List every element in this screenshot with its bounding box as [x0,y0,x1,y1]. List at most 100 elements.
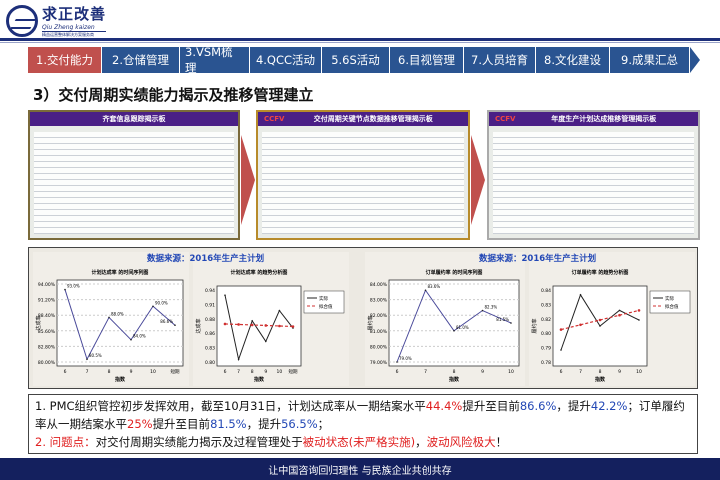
note-1: 1. PMC组织管控初步发挥效用，截至10月31日，计划达成率从一期结案水平44… [35,399,685,431]
chart-title: 订单履约率 的趋势分析图 [572,269,629,276]
x-tick-label: 8 [108,369,111,375]
plot-area [388,279,520,367]
x-tick-label: 7 [579,369,582,375]
y-tick-label: 0.80 [205,360,215,366]
x-tick-label: 9 [130,369,133,375]
data-point [618,309,621,312]
series-line [224,323,294,328]
data-label: 86.6% [160,319,173,324]
plot-area [216,285,302,367]
data-point [224,294,226,296]
data-point [396,361,398,363]
x-tick-label: 6 [224,369,227,375]
legend [649,290,691,314]
footer-slogan: 让中国咨询回归理性 与民族企业共创共存 [0,458,720,480]
y-tick-label: 79.00% [370,360,388,366]
y-tick-label: 0.80 [541,331,551,337]
y-tick-label: 94.00% [38,282,56,288]
x-axis-label: 指数 [115,376,126,383]
arrow-right-icon [471,135,485,225]
y-tick-label: 0.82 [541,317,551,323]
data-label: 83.6% [428,284,441,289]
data-label: 93.0% [67,284,80,289]
legend [303,290,345,314]
legend-label: 拟合值 [665,303,679,310]
x-tick-label: 8 [251,369,254,375]
tab-9[interactable]: 9.成果汇总 [610,47,690,73]
data-point [291,325,295,328]
tab-6[interactable]: 6.目视管理 [390,47,464,73]
y-tick-label: 0.83 [205,346,215,352]
data-point [223,322,227,326]
y-tick-label: 0.88 [205,317,215,323]
board-title: 年度生产计划达成推移管理揭示板 [551,115,657,123]
logo-tagline: 精益运营整体解决方案服务商 [42,32,94,37]
x-tick-label: 9 [264,369,267,375]
data-label: 88.0% [111,311,124,316]
x-tick-label: 10 [508,369,514,375]
x-tick-label: 6 [560,369,563,375]
x-tick-label: 8 [599,369,602,375]
chart-title: 订单履约率 的时间序列图 [426,269,483,276]
x-tick-label: 7 [424,369,427,375]
data-point [250,323,254,327]
chart-order-trend: 订单履约率 的趋势分析图 0.78 0.79 0.80 0.82 0.83 0.84 6 7 8 9… [529,252,695,386]
data-point [638,319,640,321]
data-point [152,305,154,308]
data-point [560,349,562,351]
y-tick-label: 85.60% [38,329,56,335]
y-axis-label: 达成率 [35,315,42,330]
legend-label: 实际 [665,295,674,302]
y-tick-label: 0.86 [205,331,215,337]
logo-name: 求正改善 [42,5,107,23]
data-label: 90.0% [155,300,168,305]
conclusion-box: 1. PMC组织管控初步发挥效用，截至10月31日，计划达成率从一期结案水平44… [28,394,698,454]
tab-8[interactable]: 8.文化建设 [536,47,610,73]
tab-5[interactable]: 5.6S活动 [322,47,390,73]
x-tick-label: 短期 [171,368,180,375]
x-tick-label: 9 [618,369,621,375]
x-tick-label: 短期 [289,368,298,375]
board-title: 齐套信息跟踪揭示板 [102,115,166,123]
data-point [559,328,563,331]
data-point [637,309,641,312]
data-point [64,288,66,291]
data-point [278,309,281,312]
x-axis-label: 指数 [254,376,265,383]
data-point [237,323,240,326]
tab-7[interactable]: 7.人员培育 [464,47,536,73]
chart-title: 计划达成率 的趋势分析图 [231,269,288,276]
data-source-label: 数据来源：2016年生产主计划 [147,254,265,264]
y-tick-label: 84.00% [370,282,388,288]
x-tick-label: 9 [481,369,484,375]
data-point [579,294,582,296]
tab-4[interactable]: 4.QCC活动 [250,47,322,73]
chart-plan-trend: 计划达成率 的趋势分析图 0.80 0.83 0.86 0.88 0.91 0.94 6 7 8 9… [193,252,349,386]
data-point [278,324,281,328]
data-source-label: 数据来源：2016年生产主计划 [479,254,597,264]
data-point [264,324,268,327]
data-label: 81.5% [496,317,509,322]
series-line [224,295,294,362]
y-tick-label: 80.00% [38,360,56,366]
y-tick-label: 0.79 [541,346,551,352]
section-title: 3）交付周期实绩能力揭示及推移管理建立 [33,86,314,104]
data-point [130,338,132,341]
x-tick-label: 10 [636,369,642,375]
data-point [481,309,484,312]
y-tick-label: 91.20% [38,298,56,304]
x-axis-label: 指数 [595,376,606,383]
chart-title: 计划达成率 的时间序列图 [92,269,149,276]
data-label: 84.0% [133,334,146,339]
logo: 求正改善 Qiu Zheng kaizen 精益运营整体解决方案服务商 [6,3,107,38]
data-point [237,358,240,361]
chart-order-timeseries: 订单履约率 的时间序列图 79.00% 80.00% 81.00% 82.00% 83.0… [365,252,525,386]
x-tick-label: 8 [453,369,456,375]
tab-1[interactable]: 1.交付能力 [28,47,102,73]
tab-2[interactable]: 2.仓储管理 [102,47,180,73]
data-point [174,324,176,327]
tab-3[interactable]: 3.VSM梳理 [180,45,250,75]
data-point [510,322,512,324]
y-tick-label: 82.80% [38,344,56,350]
x-tick-label: 7 [86,369,89,375]
